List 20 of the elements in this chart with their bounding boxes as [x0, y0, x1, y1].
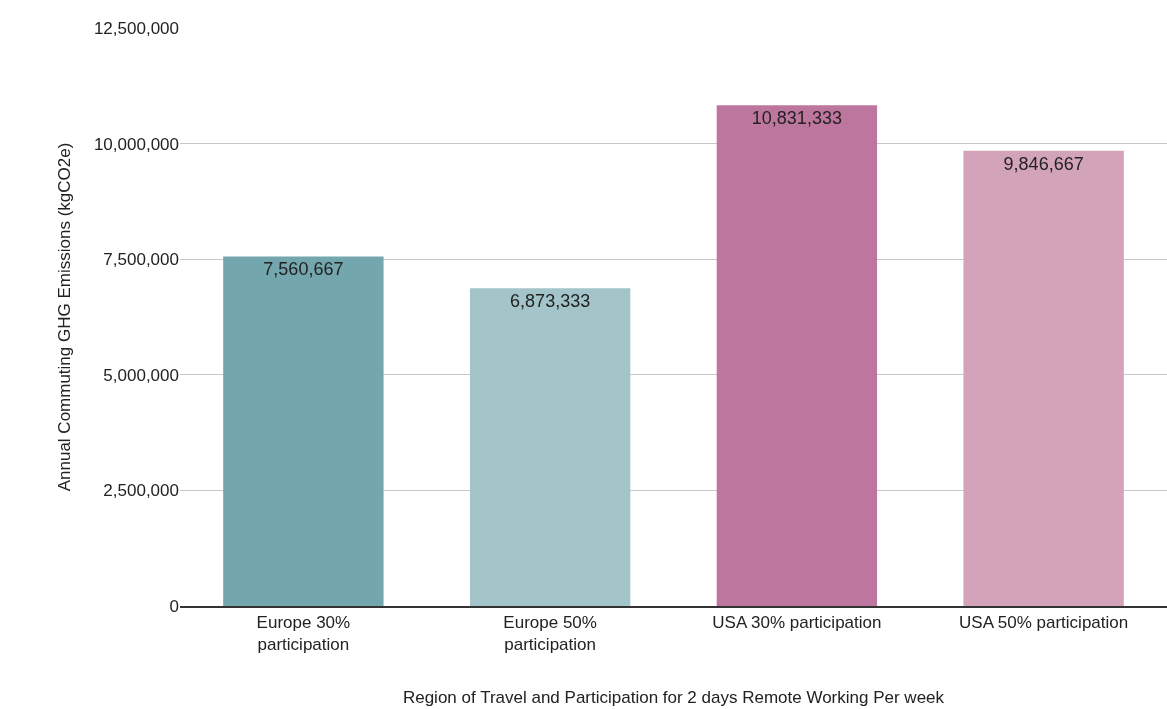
data-label: 9,846,667 — [1003, 153, 1084, 174]
y-tick-label: 5,000,000 — [103, 365, 179, 385]
x-tick-label: USA 30% participation — [712, 613, 882, 633]
y-tick-label: 0 — [169, 596, 179, 616]
y-tick-label: 2,500,000 — [103, 481, 179, 501]
x-tick-label: Europe 30% participation — [256, 613, 351, 655]
x-axis-title: Region of Travel and Participation for 2 days Remote Working Per week — [402, 688, 945, 708]
bar — [223, 256, 384, 606]
bar — [469, 288, 631, 606]
y-tick-label: 7,500,000 — [103, 250, 179, 270]
data-label: 6,873,333 — [510, 291, 591, 312]
x-tick-label: Europe 50% participation — [503, 613, 597, 655]
y-axis-title: Annual Commuting GHG Emissions (kgCO2e) — [55, 142, 75, 492]
data-label: 10,831,333 — [751, 108, 842, 129]
y-tick-label: 10,000,000 — [93, 134, 179, 154]
bar — [716, 105, 878, 606]
x-tick-label: USA 50% participation — [959, 613, 1129, 633]
data-label: 7,560,667 — [263, 259, 344, 280]
bar — [963, 150, 1124, 606]
y-tick-label: 12,500,000 — [93, 18, 179, 38]
